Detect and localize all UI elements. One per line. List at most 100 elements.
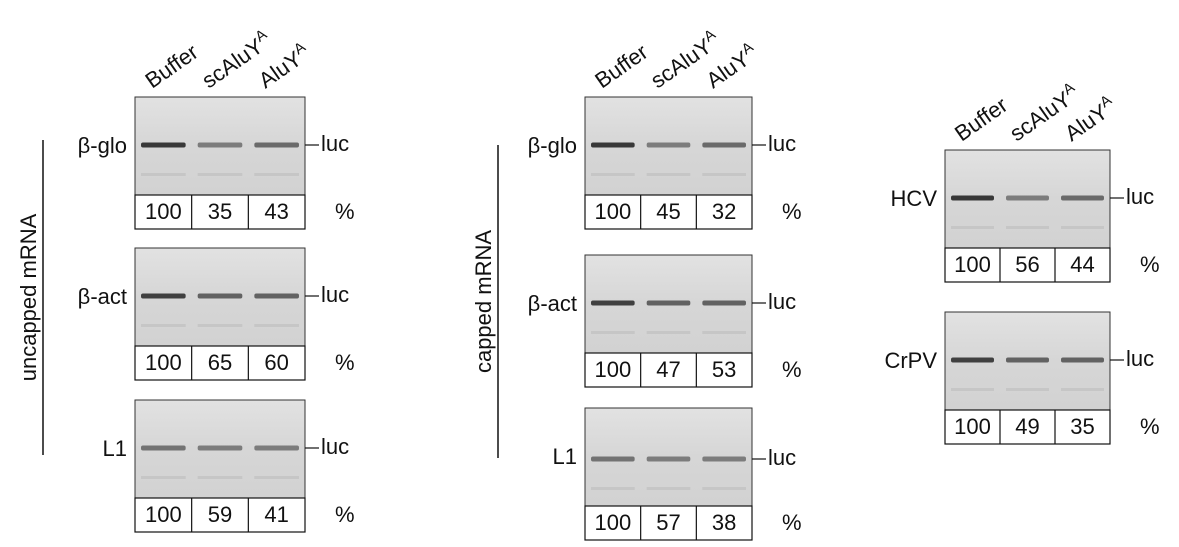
band — [702, 457, 746, 462]
column-name: Buffer — [590, 39, 652, 93]
band — [141, 446, 186, 451]
unit-label: % — [1140, 414, 1160, 439]
unit-label: % — [782, 510, 802, 535]
band-label: luc — [768, 289, 796, 314]
faint-band — [198, 324, 243, 327]
row-label: CrPV — [884, 348, 937, 373]
row-label: β-glo — [78, 133, 127, 158]
band — [647, 301, 691, 306]
band — [1061, 358, 1104, 363]
band — [951, 196, 994, 201]
band — [647, 143, 691, 148]
faint-band — [1061, 226, 1104, 229]
value-cell: 35 — [1070, 414, 1094, 439]
faint-band — [702, 331, 746, 334]
faint-band — [591, 173, 635, 176]
faint-band — [1006, 226, 1049, 229]
row-label: β-glo — [528, 133, 577, 158]
value-cell: 60 — [264, 350, 288, 375]
band — [951, 358, 994, 363]
band — [198, 294, 243, 299]
value-cell: 100 — [145, 350, 182, 375]
band — [591, 143, 635, 148]
row-label: β-act — [78, 284, 127, 309]
faint-band — [1061, 388, 1104, 391]
column-name: scAluY — [1005, 86, 1076, 146]
unit-label: % — [335, 199, 355, 224]
band — [141, 294, 186, 299]
value-cell: 100 — [954, 252, 991, 277]
value-cell: 43 — [264, 199, 288, 224]
band-label: luc — [1126, 346, 1154, 371]
faint-band — [198, 173, 243, 176]
row-label: β-act — [528, 291, 577, 316]
value-cell: 45 — [656, 199, 680, 224]
band — [591, 301, 635, 306]
value-cell: 100 — [594, 510, 631, 535]
band-label: luc — [768, 131, 796, 156]
band — [702, 301, 746, 306]
value-cell: 44 — [1070, 252, 1094, 277]
group-label: capped mRNA — [471, 230, 496, 373]
faint-band — [951, 226, 994, 229]
faint-band — [254, 476, 299, 479]
band — [141, 143, 186, 148]
faint-band — [254, 173, 299, 176]
column-header: Buffer — [141, 39, 203, 93]
faint-band — [591, 487, 635, 490]
column-name: Buffer — [141, 39, 203, 93]
value-cell: 57 — [656, 510, 680, 535]
column-name: Buffer — [950, 92, 1012, 146]
unit-label: % — [782, 357, 802, 382]
unit-label: % — [335, 502, 355, 527]
group-label: uncapped mRNA — [16, 213, 41, 381]
faint-band — [198, 476, 243, 479]
row-label: HCV — [891, 186, 938, 211]
value-cell: 38 — [712, 510, 736, 535]
column-header: Buffer — [950, 92, 1012, 146]
unit-label: % — [782, 199, 802, 224]
value-cell: 41 — [264, 502, 288, 527]
faint-band — [591, 331, 635, 334]
row-label: L1 — [553, 444, 577, 469]
faint-band — [702, 487, 746, 490]
band — [254, 446, 299, 451]
unit-label: % — [1140, 252, 1160, 277]
value-cell: 100 — [954, 414, 991, 439]
value-cell: 100 — [594, 199, 631, 224]
faint-band — [702, 173, 746, 176]
row-label: L1 — [103, 436, 127, 461]
band — [254, 294, 299, 299]
band-label: luc — [321, 434, 349, 459]
faint-band — [141, 476, 186, 479]
band-label: luc — [768, 445, 796, 470]
value-cell: 59 — [208, 502, 232, 527]
column-header: Buffer — [590, 39, 652, 93]
value-cell: 53 — [712, 357, 736, 382]
value-cell: 56 — [1015, 252, 1039, 277]
band-label: luc — [321, 282, 349, 307]
value-cell: 32 — [712, 199, 736, 224]
value-cell: 49 — [1015, 414, 1039, 439]
value-cell: 100 — [594, 357, 631, 382]
faint-band — [141, 173, 186, 176]
band — [254, 143, 299, 148]
faint-band — [1006, 388, 1049, 391]
band — [591, 457, 635, 462]
faint-band — [647, 487, 691, 490]
band — [702, 143, 746, 148]
faint-band — [254, 324, 299, 327]
faint-band — [141, 324, 186, 327]
figure: BufferscAluYAAluYAβ-gloluc1003543%β-actl… — [0, 0, 1179, 547]
value-cell: 35 — [208, 199, 232, 224]
unit-label: % — [335, 350, 355, 375]
column-name: scAluY — [646, 33, 717, 93]
value-cell: 100 — [145, 199, 182, 224]
faint-band — [647, 331, 691, 334]
band — [647, 457, 691, 462]
band-label: luc — [1126, 184, 1154, 209]
band — [1006, 196, 1049, 201]
band — [198, 446, 243, 451]
value-cell: 47 — [656, 357, 680, 382]
column-name: scAluY — [197, 33, 268, 93]
